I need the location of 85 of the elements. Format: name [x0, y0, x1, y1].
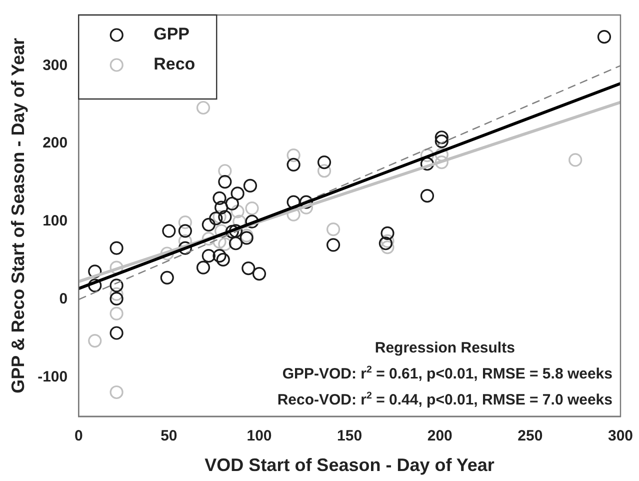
point — [178, 216, 192, 230]
point — [252, 266, 266, 281]
point — [240, 228, 254, 242]
point — [299, 195, 314, 209]
point — [178, 241, 192, 255]
point — [110, 241, 124, 255]
x-tick-label: 200 — [427, 428, 452, 445]
point — [568, 153, 582, 167]
point — [196, 100, 210, 115]
point — [212, 191, 226, 205]
point — [228, 224, 243, 238]
point — [317, 164, 332, 178]
point — [218, 174, 232, 189]
x-axis-title: VOD Start of Season - Day of Year — [204, 455, 494, 476]
point — [380, 234, 394, 248]
legend-label: Reco — [154, 54, 196, 74]
point — [209, 212, 223, 226]
point — [230, 186, 244, 200]
point — [88, 334, 102, 348]
point — [420, 148, 434, 162]
x-tick-label: 250 — [518, 428, 543, 445]
point — [214, 224, 228, 238]
point — [160, 246, 174, 260]
point — [88, 278, 102, 292]
point — [110, 306, 124, 320]
y-tick-label: 0 — [59, 290, 68, 308]
point — [110, 292, 124, 306]
point — [196, 260, 210, 274]
point — [299, 200, 314, 214]
point — [214, 200, 228, 214]
point — [218, 164, 232, 178]
point — [434, 134, 448, 148]
point — [240, 231, 254, 245]
point — [212, 249, 226, 263]
point — [420, 189, 434, 203]
point — [286, 148, 300, 162]
point — [434, 156, 448, 170]
point — [110, 278, 124, 292]
x-tick-label: 50 — [160, 428, 178, 445]
point — [380, 240, 394, 254]
point — [245, 214, 259, 228]
point — [202, 218, 216, 232]
point — [202, 249, 216, 263]
point — [162, 224, 176, 238]
point — [160, 270, 174, 284]
point — [230, 204, 244, 218]
point — [326, 222, 340, 236]
x-tick-label: 100 — [246, 428, 272, 445]
point — [286, 158, 300, 172]
point — [245, 201, 259, 216]
point — [228, 236, 243, 250]
point — [242, 262, 256, 276]
point — [110, 287, 124, 301]
point — [380, 226, 394, 240]
point — [218, 210, 232, 224]
point — [110, 260, 124, 274]
point — [597, 30, 612, 44]
legend-label: GPP — [154, 24, 190, 44]
annotation: Regression Results — [374, 339, 515, 356]
point — [218, 237, 232, 251]
point — [243, 178, 258, 192]
point — [212, 210, 226, 224]
point — [110, 326, 124, 340]
point — [225, 224, 239, 238]
point — [378, 236, 392, 250]
point — [420, 157, 434, 171]
point — [434, 148, 448, 162]
point — [225, 196, 239, 210]
point — [202, 232, 216, 246]
point — [88, 264, 102, 278]
y-tick-label: 100 — [42, 212, 68, 230]
point — [110, 385, 124, 400]
x-tick-label: 0 — [74, 428, 83, 445]
point — [216, 252, 230, 267]
point — [178, 224, 192, 238]
point — [317, 156, 332, 170]
y-tick-label: -100 — [38, 368, 68, 386]
y-axis-title: GPP & Reco Start of Season - Day of Year — [8, 38, 28, 394]
y-tick-label: 300 — [42, 56, 68, 74]
y-tick-label: 200 — [42, 134, 68, 152]
point — [434, 130, 448, 144]
x-tick-label: 150 — [337, 428, 362, 445]
point — [326, 238, 340, 252]
x-tick-label: 300 — [608, 428, 633, 445]
point — [286, 195, 300, 209]
